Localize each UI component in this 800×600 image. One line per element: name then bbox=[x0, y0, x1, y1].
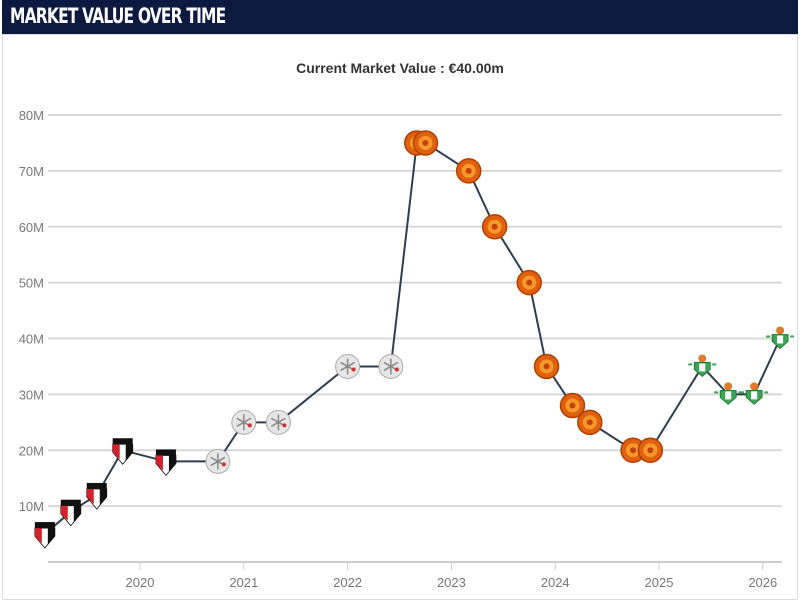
man-utd-crest-icon[interactable] bbox=[533, 353, 560, 380]
x-tick-label: 2022 bbox=[333, 575, 362, 590]
x-tick-label: 2024 bbox=[541, 575, 570, 590]
x-tick-label: 2026 bbox=[748, 575, 777, 590]
x-tick-label: 2025 bbox=[645, 575, 674, 590]
spfc-crest-icon[interactable] bbox=[60, 499, 82, 527]
spfc-crest-icon[interactable] bbox=[155, 449, 177, 477]
ajax-crest-icon[interactable] bbox=[378, 353, 404, 379]
y-tick-label: 30M bbox=[19, 387, 44, 402]
betis-crest-icon[interactable] bbox=[714, 382, 743, 405]
man-utd-crest-icon[interactable] bbox=[516, 269, 542, 296]
betis-crest-icon[interactable] bbox=[766, 326, 795, 350]
x-tick-label: 2021 bbox=[229, 575, 258, 590]
y-tick-label: 10M bbox=[19, 499, 44, 514]
chart-title: Current Market Value : €40.00m bbox=[296, 60, 504, 76]
y-tick-label: 60M bbox=[19, 220, 44, 235]
section-title: MARKET VALUE OVER TIME bbox=[10, 4, 226, 28]
man-utd-crest-icon[interactable] bbox=[481, 214, 508, 240]
y-tick-label: 80M bbox=[19, 108, 44, 123]
ajax-crest-icon[interactable] bbox=[231, 409, 257, 435]
man-utd-crest-icon[interactable] bbox=[637, 437, 664, 463]
betis-crest-icon[interactable] bbox=[688, 354, 717, 377]
y-tick-label: 70M bbox=[19, 164, 44, 179]
man-utd-crest-icon[interactable] bbox=[577, 409, 603, 436]
section-header: MARKET VALUE OVER TIME bbox=[2, 0, 798, 34]
ajax-crest-icon[interactable] bbox=[265, 409, 291, 435]
ajax-crest-icon[interactable] bbox=[335, 353, 361, 379]
man-utd-crest-icon[interactable] bbox=[455, 158, 482, 184]
man-utd-crest-icon[interactable] bbox=[559, 392, 586, 419]
spfc-crest-icon[interactable] bbox=[112, 438, 134, 465]
ajax-crest-icon[interactable] bbox=[205, 448, 231, 474]
spfc-crest-icon[interactable] bbox=[86, 482, 108, 510]
y-tick-label: 50M bbox=[19, 276, 44, 291]
betis-crest-icon[interactable] bbox=[740, 382, 769, 405]
spfc-crest-icon[interactable] bbox=[34, 522, 56, 549]
y-tick-label: 20M bbox=[19, 443, 44, 458]
y-tick-label: 40M bbox=[19, 332, 44, 347]
x-tick-label: 2020 bbox=[126, 575, 155, 590]
x-tick-label: 2023 bbox=[437, 575, 466, 590]
man-utd-crest-icon[interactable] bbox=[412, 130, 439, 156]
